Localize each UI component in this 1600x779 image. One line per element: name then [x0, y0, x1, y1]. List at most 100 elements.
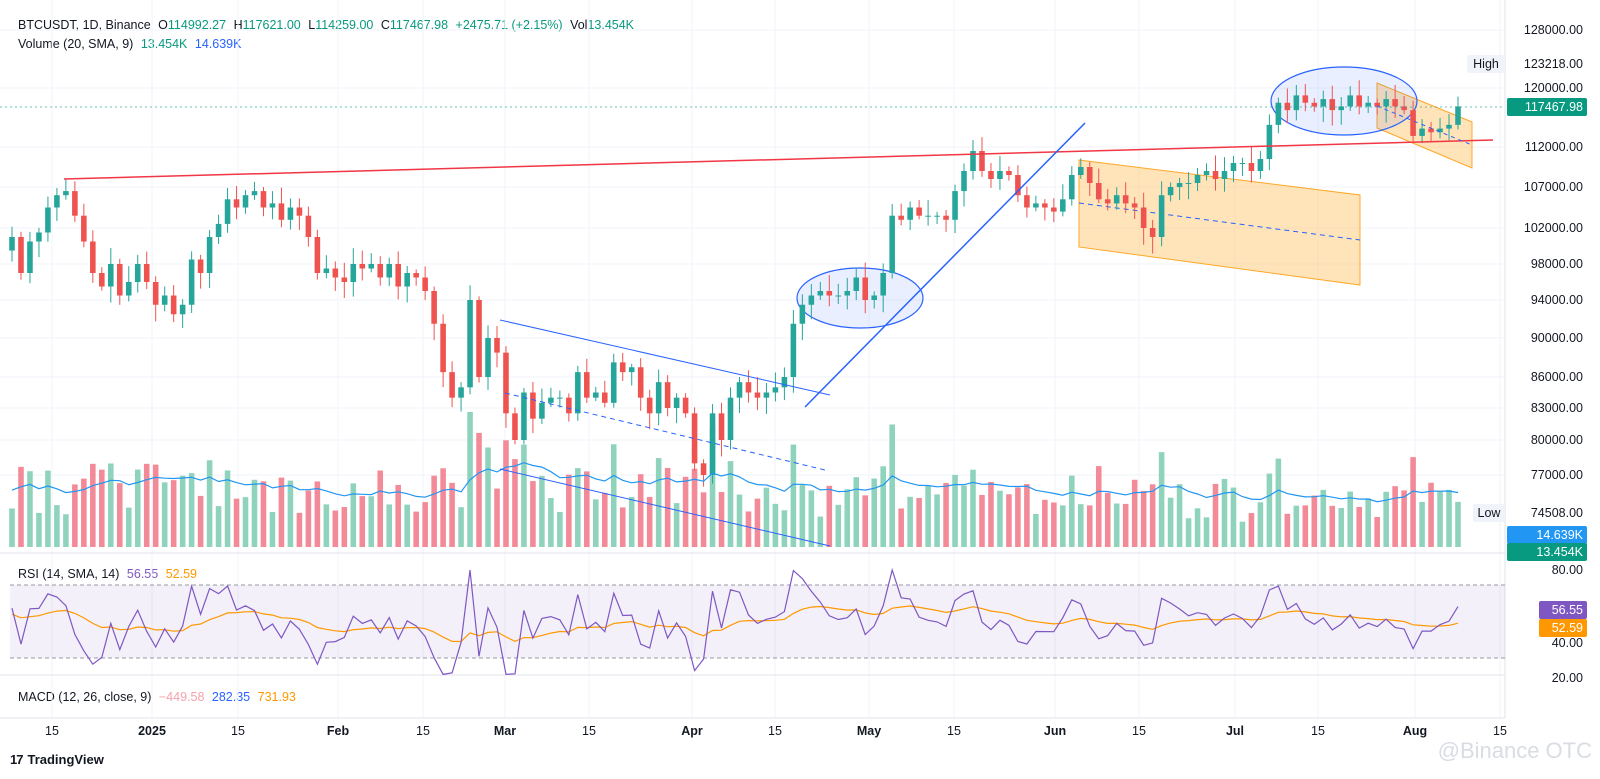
- candle-body: [925, 215, 931, 217]
- candle-body: [808, 295, 815, 305]
- candle-body: [1015, 175, 1021, 196]
- volume-bar: [575, 468, 581, 547]
- volume-bar: [1266, 473, 1273, 547]
- volume-bar: [386, 504, 393, 547]
- high-tag-value: 123218.00: [1524, 57, 1583, 71]
- candle-body: [700, 463, 707, 475]
- volume-bar: [593, 499, 599, 547]
- candle-body: [242, 195, 249, 208]
- candle-body: [979, 151, 985, 171]
- tradingview-logo[interactable]: 17 TradingView: [10, 752, 104, 767]
- candle-body: [566, 397, 572, 414]
- volume-bar: [1455, 501, 1461, 547]
- time-tick-label: 15: [45, 724, 59, 738]
- volume-bar: [476, 432, 482, 547]
- candle-body: [1293, 95, 1300, 111]
- price-tick-label: 94000.00: [1531, 293, 1583, 307]
- vol-label: Vol: [570, 18, 588, 32]
- candle-body: [440, 323, 446, 373]
- volume-bar: [907, 496, 913, 547]
- candle-body: [404, 273, 410, 287]
- volume-bar: [116, 483, 123, 547]
- close-label: C: [380, 18, 390, 32]
- high-price-tag: High 123218.00: [1467, 55, 1583, 73]
- candle-body: [844, 291, 851, 296]
- candle-body: [637, 367, 644, 398]
- candle-body: [898, 215, 904, 220]
- candle-body: [772, 387, 779, 393]
- candle-body: [170, 295, 177, 315]
- candle-body: [682, 397, 689, 414]
- horizontal-resistance-trendline[interactable]: [63, 139, 1494, 180]
- volume-bar: [700, 492, 707, 547]
- volume-bar: [925, 485, 931, 547]
- volume-bar: [934, 494, 940, 547]
- volume-bar: [458, 507, 464, 547]
- volume-ma-polyline: [11, 462, 1459, 503]
- macd-legend-v1: −449.58: [158, 690, 205, 704]
- descending-channel-june[interactable]: [1078, 159, 1361, 286]
- candle-body: [1428, 128, 1434, 133]
- volume-ma-tag-text: 14.639K: [1536, 528, 1583, 542]
- candle-body: [161, 295, 168, 305]
- candle-body: [467, 300, 473, 388]
- candle-body: [1042, 203, 1048, 208]
- uptrend-line[interactable]: [804, 122, 1086, 408]
- candle-body: [1024, 195, 1030, 208]
- volume-bar: [844, 489, 851, 547]
- candle-body: [422, 277, 428, 291]
- candle-body: [458, 387, 464, 398]
- volume-last-tag-text: 13.454K: [1536, 545, 1583, 559]
- candle-body: [99, 273, 105, 287]
- candle-body: [1033, 203, 1039, 208]
- volume-bar: [763, 487, 770, 547]
- volume-value: Vol13.454K: [570, 18, 634, 32]
- candle-body: [521, 392, 527, 440]
- volume-bar: [1042, 499, 1048, 547]
- consolidation-ellipse-july[interactable]: [1270, 66, 1418, 136]
- candle-body: [1185, 183, 1192, 184]
- candle-body: [1131, 203, 1138, 208]
- candle-body: [781, 377, 788, 388]
- candle-body: [548, 397, 554, 403]
- volume-bar: [530, 481, 536, 547]
- candle-body: [45, 207, 51, 233]
- volume-bar: [27, 471, 33, 547]
- volume-bar: [548, 498, 554, 547]
- volume-bar: [377, 470, 384, 547]
- falling-wedge-lower-line[interactable]: [499, 468, 831, 547]
- candle-body: [1347, 95, 1354, 107]
- volume-ma-tag-bg: [1507, 526, 1587, 544]
- candle-body: [835, 295, 842, 297]
- candle-body: [494, 338, 500, 353]
- low-price-tag: Low 74508.00: [1473, 504, 1583, 522]
- volume-bar: [63, 514, 69, 547]
- candle-body: [152, 282, 159, 305]
- volume-bar: [233, 498, 240, 547]
- price-tick-label: 102000.00: [1524, 221, 1583, 235]
- candle-body: [197, 259, 204, 273]
- time-tick-label: 15: [947, 724, 961, 738]
- watermark: @Binance OTC: [1437, 738, 1592, 763]
- candle-body: [143, 264, 150, 282]
- volume-bar: [1212, 483, 1219, 547]
- price-tick-label: 112000.00: [1525, 140, 1583, 154]
- consolidation-ellipse-may[interactable]: [796, 267, 924, 329]
- volume-bar: [619, 507, 626, 547]
- candle-body: [287, 207, 294, 220]
- candle-body: [763, 392, 770, 398]
- volume-bar: [251, 479, 258, 547]
- candle-body: [1140, 207, 1147, 228]
- volume-bar: [1419, 501, 1425, 547]
- volume-bar: [718, 492, 725, 547]
- rsi-ma-tag-text: 52.59: [1552, 621, 1583, 635]
- high-tag-bg: [1467, 55, 1505, 73]
- price-tick-label: 77000.00: [1531, 468, 1583, 482]
- candle-body: [27, 241, 33, 273]
- volume-bar: [72, 484, 78, 547]
- candle-body: [530, 392, 536, 419]
- volume-bar: [673, 503, 680, 547]
- time-tick-label: Jul: [1226, 724, 1244, 738]
- falling-wedge-upper-line[interactable]: [499, 319, 831, 396]
